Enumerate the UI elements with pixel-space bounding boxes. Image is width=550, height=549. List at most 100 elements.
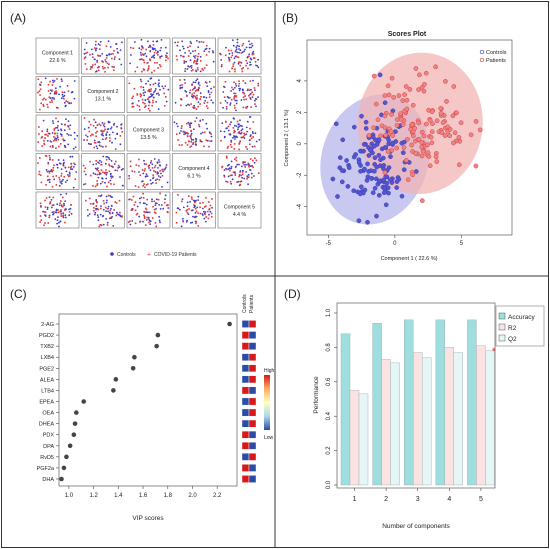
pairs-point-patient — [181, 125, 183, 127]
performance-plot: 0.00.20.40.60.81.01 2 3 4 5* Number of compo… — [313, 302, 545, 530]
pairs-diag-value-1: 22.6 % — [49, 58, 66, 64]
pairs-point-patient — [257, 84, 260, 87]
pairs-point-control — [154, 171, 157, 173]
pairs-point-patient — [63, 98, 65, 100]
pairs-point-control — [52, 213, 54, 216]
pairs-point-patient — [142, 47, 144, 49]
pairs-point-patient — [93, 207, 95, 209]
pairs-point-control — [52, 122, 55, 124]
pairs-point-control — [195, 215, 198, 218]
pairs-point-patient — [197, 89, 200, 92]
heat-col-patients: Patients — [249, 294, 255, 313]
pairs-point-control — [208, 213, 210, 216]
pairs-point-control — [198, 41, 201, 43]
pairs-point-control — [109, 173, 112, 176]
pairs-point-patient — [193, 60, 196, 62]
pairs-point-control — [148, 101, 151, 104]
pairs-point-control — [45, 169, 48, 171]
pairs-point-control — [94, 44, 97, 46]
pairs-point-control — [69, 124, 72, 127]
pairs-point-control — [101, 53, 104, 55]
pairs-point-patient — [145, 184, 148, 186]
pairs-point-patient — [110, 177, 113, 179]
pairs-point-patient — [89, 160, 91, 163]
pairs-point-control — [252, 132, 254, 135]
pairs-point-control — [249, 43, 251, 46]
pairs-point-control — [113, 163, 116, 165]
heat-cell-patients — [248, 475, 257, 483]
scores-point-patients — [434, 118, 440, 124]
pairs-point-patient — [186, 95, 188, 97]
pairs-point-patient — [89, 68, 92, 70]
scores-point-patients — [371, 73, 377, 79]
pairs-point-control — [76, 134, 79, 137]
pairs-point-control — [150, 95, 153, 97]
pairs-point-control — [143, 159, 145, 162]
scores-point-patients — [412, 125, 418, 131]
pairs-point-patient — [105, 169, 107, 171]
scores-point-patients — [427, 163, 433, 169]
pairs-point-patient — [232, 171, 235, 173]
pairs-point-control — [149, 161, 152, 164]
pairs-point-patient — [140, 58, 143, 60]
pairs-point-control — [148, 167, 150, 169]
perf-xtick-label: 1 — [353, 496, 357, 503]
pairs-point-patient — [228, 49, 230, 52]
pairs-point-patient — [132, 195, 135, 198]
pairs-point-patient — [146, 216, 148, 219]
pairs-point-patient — [64, 209, 66, 211]
pairs-point-control — [64, 214, 67, 217]
pairs-point-control — [242, 89, 244, 92]
vip-label-pdx: PDX — [43, 433, 55, 439]
pairs-point-control — [84, 173, 87, 176]
pairs-point-control — [164, 194, 167, 197]
heat-cell-controls — [241, 408, 250, 417]
pairs-point-patient — [40, 205, 42, 207]
pairs-point-control — [46, 179, 49, 182]
pairs-point-control — [138, 197, 141, 200]
pairs-point-control — [104, 181, 106, 184]
pairs-point-control — [187, 65, 190, 68]
pairs-point-patient — [242, 173, 244, 176]
pairs-point-patient — [188, 195, 190, 197]
pairs-point-patient — [221, 166, 223, 169]
pairs-legend-patients-marker: + — [147, 252, 151, 259]
scores-ytick-label: 2 — [297, 110, 303, 114]
pairs-point-control — [245, 126, 248, 129]
pairs-point-control — [230, 165, 233, 168]
pairs-point-patient — [111, 175, 113, 178]
pairs-point-patient — [192, 69, 194, 71]
pairs-point-patient — [74, 178, 77, 180]
pairs-point-control — [92, 163, 95, 166]
pairs-point-control — [204, 81, 207, 83]
pairs-point-patient — [38, 90, 41, 92]
pairs-point-patient — [140, 80, 143, 83]
pairs-point-control — [175, 122, 178, 125]
pairs-point-control — [238, 123, 240, 126]
pairs-point-control — [150, 182, 153, 185]
pairs-point-control — [121, 184, 124, 187]
pairs-point-patient — [94, 63, 96, 66]
pairs-point-patient — [188, 140, 190, 143]
pairs-point-control — [128, 175, 131, 177]
pairs-point-patient — [99, 48, 101, 50]
pairs-point-control — [67, 134, 70, 136]
perf-xtick-label: 5 — [479, 496, 483, 503]
pairs-point-patient — [205, 197, 207, 199]
pairs-point-control — [74, 163, 76, 166]
scores-point-patients — [444, 99, 449, 104]
pairs-point-patient — [237, 56, 240, 59]
scores-point-patients — [371, 125, 376, 131]
pairs-point-patient — [100, 164, 102, 166]
pairs-point-patient — [140, 94, 143, 96]
pairs-point-patient — [41, 136, 43, 138]
scores-point-patients — [425, 150, 431, 156]
pairs-point-patient — [152, 99, 154, 102]
pairs-point-control — [234, 83, 237, 85]
pairs-point-patient — [237, 132, 240, 134]
pairs-point-patient — [47, 83, 50, 86]
pairs-point-patient — [231, 54, 234, 57]
pairs-point-control — [249, 63, 252, 66]
pairs-point-patient — [131, 209, 133, 211]
pairs-point-control — [223, 174, 226, 177]
